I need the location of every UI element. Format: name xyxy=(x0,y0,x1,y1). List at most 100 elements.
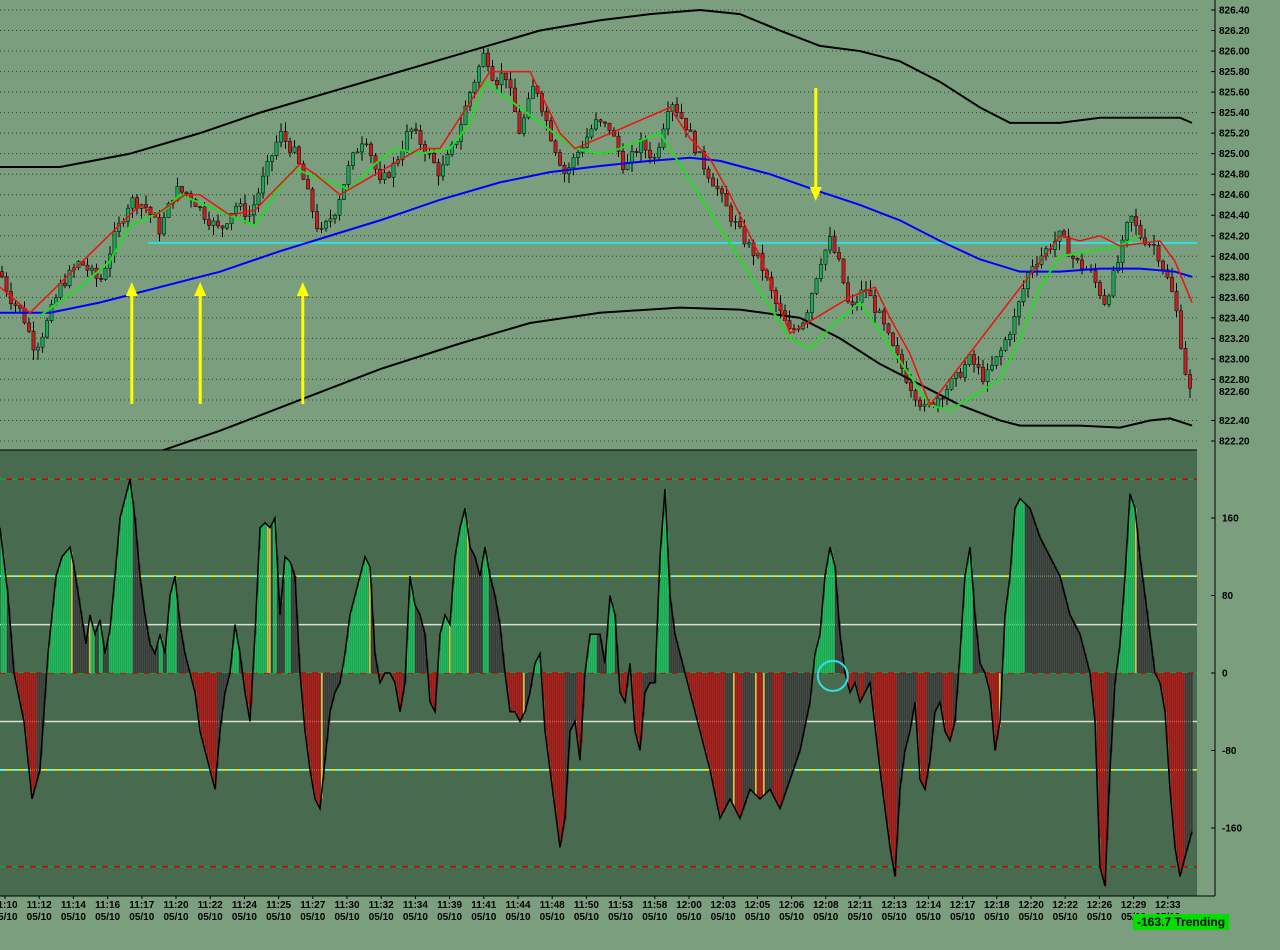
oscillator-bar xyxy=(381,673,383,681)
date-tick-label: 05/10 xyxy=(505,912,530,923)
candle-body xyxy=(319,227,324,230)
oscillator-bar xyxy=(289,560,291,673)
oscillator-bar xyxy=(1169,673,1171,774)
oscillator-bar xyxy=(893,673,895,865)
oscillator-bar xyxy=(637,673,639,739)
price-panel[interactable] xyxy=(0,0,1197,471)
oscillator-bar xyxy=(1147,611,1149,673)
candle-body xyxy=(355,151,360,154)
oscillator-bar xyxy=(1005,614,1007,673)
oscillator-bar xyxy=(407,640,409,673)
price-tick-label: 824.80 xyxy=(1219,170,1250,181)
oscillator-bar xyxy=(579,673,581,753)
candle-body xyxy=(544,110,549,122)
oscillator-bar xyxy=(231,663,233,673)
oscillator-bar xyxy=(525,673,527,712)
oscillator-bar xyxy=(1033,517,1035,673)
oscillator-bar xyxy=(561,673,563,842)
oscillator-bar xyxy=(1109,673,1111,794)
time-tick-label: 12:17 xyxy=(950,900,976,911)
candle-body xyxy=(1138,225,1143,239)
oscillator-bar xyxy=(103,640,105,673)
candle-body xyxy=(976,364,981,368)
middle-ma-line xyxy=(0,156,1193,314)
oscillator-bar xyxy=(735,673,737,809)
candle-body xyxy=(648,149,652,158)
date-tick-label: 05/10 xyxy=(676,912,701,923)
oscillator-bar xyxy=(79,598,81,673)
oscillator-bar xyxy=(1127,543,1129,673)
oscillator-bar xyxy=(829,552,831,673)
oscillator-bar xyxy=(101,626,103,673)
date-tick-label: 05/10 xyxy=(61,912,86,923)
oscillator-bar xyxy=(95,634,97,673)
oscillator-bar xyxy=(751,673,753,791)
time-tick-label: 12:06 xyxy=(779,900,805,911)
oscillator-bar xyxy=(741,673,743,816)
candle-body xyxy=(1134,215,1138,226)
date-tick-label: 05/10 xyxy=(574,912,599,923)
candle-body xyxy=(225,223,229,229)
time-tick-label: 12:20 xyxy=(1018,900,1044,911)
price-tick-label: 824.00 xyxy=(1219,252,1250,263)
candle-body xyxy=(67,269,72,287)
oscillator-bar xyxy=(295,576,297,673)
oscillator-bar xyxy=(1003,657,1005,673)
oscillator-bar xyxy=(135,518,137,673)
oscillator-panel[interactable] xyxy=(0,449,1197,896)
oscillator-bar xyxy=(857,673,859,691)
candle-body xyxy=(657,147,661,158)
oscillator-bar xyxy=(607,636,609,673)
oscillator-bar xyxy=(1149,626,1151,673)
last-price-label: 822.60 xyxy=(1219,387,1250,398)
oscillator-bar xyxy=(931,673,933,751)
candle-body xyxy=(58,282,63,298)
oscillator-bar xyxy=(207,673,209,759)
candle-body xyxy=(643,139,648,151)
oscillator-bar xyxy=(37,673,39,781)
oscillator-bar xyxy=(137,541,139,673)
candle-body xyxy=(1179,310,1183,349)
oscillator-bar xyxy=(507,673,509,689)
oscillator-bar xyxy=(1019,500,1021,673)
candle-body xyxy=(382,172,387,180)
candle-body xyxy=(4,276,9,292)
oscillator-bar xyxy=(311,673,313,776)
oscillator-bar xyxy=(529,673,531,697)
oscillator-status-badge: -163.7 Trending xyxy=(1133,914,1230,930)
oscillator-bar xyxy=(337,673,339,689)
time-tick-label: 11:17 xyxy=(129,900,154,911)
oscillator-bar xyxy=(615,614,617,673)
oscillator-bar xyxy=(955,673,957,722)
time-tick-label: 11:34 xyxy=(403,900,428,911)
candle-body xyxy=(940,397,945,400)
candle-body xyxy=(166,203,171,218)
oscillator-bar xyxy=(321,673,323,799)
candle-body xyxy=(1012,316,1017,335)
oscillator-bar xyxy=(613,607,615,673)
oscillator-bar xyxy=(669,574,671,673)
candle-body xyxy=(324,221,328,229)
oscillator-bar xyxy=(1163,673,1165,701)
oscillator-bar xyxy=(115,576,117,673)
oscillator-bar xyxy=(1081,638,1083,673)
time-tick-label: 12:00 xyxy=(676,900,702,911)
candle-body xyxy=(571,157,576,169)
oscillator-bar xyxy=(153,649,155,673)
oscillator-bar xyxy=(827,564,829,673)
candle-body xyxy=(328,218,333,222)
candle-body xyxy=(612,130,616,137)
price-tick-label: 823.60 xyxy=(1219,293,1250,304)
oscillator-bar xyxy=(781,673,783,806)
oscillator-bar xyxy=(1097,673,1099,780)
oscillator-bar xyxy=(577,673,579,737)
oscillator-bar xyxy=(727,673,729,805)
price-tick-label: 824.40 xyxy=(1219,211,1250,222)
candle-body xyxy=(819,264,823,279)
time-tick-label: 11:14 xyxy=(61,900,86,911)
date-tick-label: 05/10 xyxy=(0,912,18,923)
oscillator-bar xyxy=(593,634,595,673)
oscillator-bar xyxy=(991,673,993,704)
candle-body xyxy=(387,172,391,178)
